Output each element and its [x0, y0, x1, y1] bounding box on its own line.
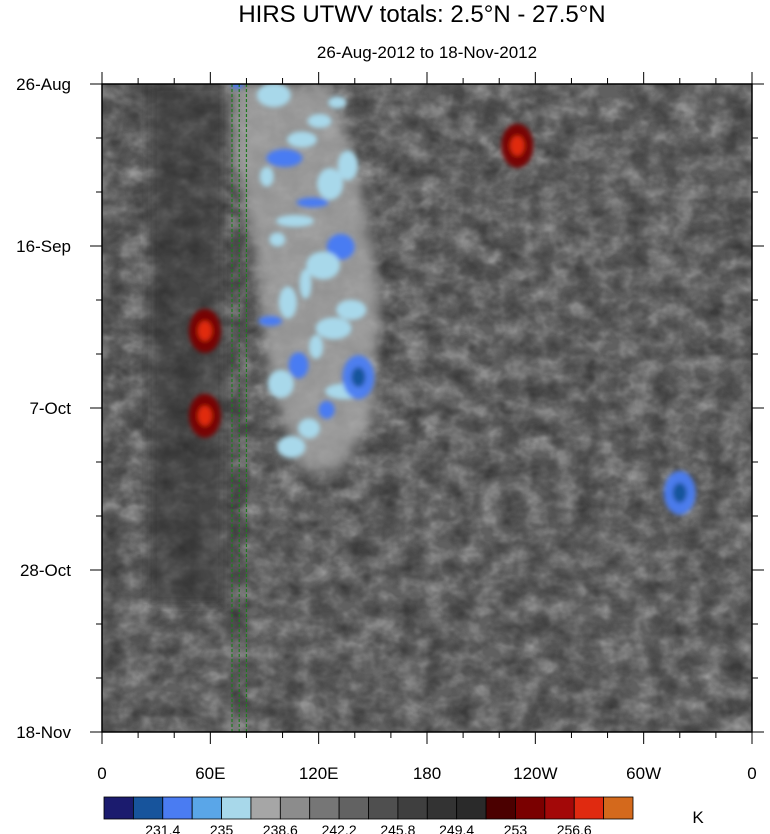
moist-region-mark — [336, 299, 367, 320]
moist-region-mark — [267, 369, 294, 398]
moist-region-mark — [288, 352, 309, 379]
moist-region-mark — [299, 268, 312, 299]
heatmap-field — [102, 84, 752, 732]
colorbar-label: 235 — [210, 822, 234, 834]
moist-region-mark — [309, 334, 324, 359]
moist-region-mark — [266, 149, 303, 168]
colorbar-label: 253 — [504, 822, 528, 834]
colorbar-label: 242.2 — [322, 822, 357, 834]
colorbar-swatch — [544, 796, 575, 820]
moist-blob-core — [672, 482, 687, 503]
colorbar-swatch — [338, 796, 369, 820]
colorbar-swatch — [603, 796, 634, 820]
colorbar-swatch — [368, 796, 399, 820]
dry-blob-core — [197, 405, 212, 426]
colorbar-label: 231.4 — [145, 822, 180, 834]
colorbar — [103, 796, 634, 820]
x-tick-label: 60W — [626, 764, 661, 783]
colorbar-swatch — [397, 796, 428, 820]
colorbar-labels: 231.4 235 238.6 242.2 245.8 249.4 253 256.6 — [145, 822, 592, 834]
chart-subtitle: 26-Aug-2012 to 18-Nov-2012 — [317, 43, 537, 62]
y-tick-label: 18-Nov — [16, 723, 71, 742]
y-axis: 26-Aug 16-Sep 7-Oct 28-Oct 18-Nov — [16, 75, 764, 742]
x-tick-label: 180 — [413, 764, 441, 783]
moist-region-mark — [298, 418, 321, 439]
moist-region-mark — [317, 167, 344, 200]
colorbar-label: 245.8 — [380, 822, 415, 834]
colorbar-swatch — [515, 796, 546, 820]
moist-region-mark — [328, 96, 347, 109]
moist-region-mark — [256, 84, 291, 108]
colorbar-swatch — [191, 796, 222, 820]
moist-region-mark — [337, 150, 358, 181]
reference-lines — [231, 84, 248, 732]
colorbar-swatch — [132, 796, 164, 820]
colorbar-swatch — [573, 796, 605, 820]
y-tick-label: 7-Oct — [29, 399, 71, 418]
colorbar-swatch — [250, 796, 281, 820]
moist-region-mark — [286, 131, 317, 148]
colorbar-swatch — [426, 796, 458, 820]
colorbar-label: 238.6 — [263, 822, 298, 834]
colorbar-swatch — [309, 796, 340, 820]
dry-blob-core — [197, 320, 212, 341]
y-tick-label: 26-Aug — [16, 75, 71, 94]
moist-region-mark — [259, 166, 274, 187]
colorbar-swatch — [221, 796, 252, 820]
moist-region-mark — [296, 197, 329, 208]
colorbar-swatch — [162, 796, 193, 820]
moist-region-mark — [269, 232, 286, 247]
y-tick-label: 28-Oct — [20, 561, 71, 580]
colorbar-swatch — [279, 796, 311, 820]
x-tick-label: 0 — [747, 764, 756, 783]
colorbar-units: K — [692, 808, 704, 827]
moist-blob-core — [351, 367, 366, 388]
x-axis: 0 60E 120E 180 120W 60W 0 — [97, 72, 757, 783]
moist-region-mark — [307, 114, 332, 129]
moist-region-mark — [277, 435, 306, 458]
moist-region-mark — [315, 317, 352, 340]
x-tick-label: 120W — [513, 764, 557, 783]
moist-region-mark — [326, 233, 355, 260]
colorbar-swatch — [456, 796, 487, 820]
colorbar-label: 249.4 — [439, 822, 474, 834]
colorbar-label: 256.6 — [557, 822, 592, 834]
moist-region-mark — [306, 251, 341, 280]
moist-region-mark — [275, 215, 314, 228]
colorbar-swatch — [485, 796, 516, 820]
y-tick-label: 16-Sep — [16, 237, 71, 256]
x-tick-label: 120E — [299, 764, 339, 783]
chart-title: HIRS UTWV totals: 2.5°N - 27.5°N — [238, 1, 605, 28]
x-tick-label: 60E — [195, 764, 225, 783]
dry-blob-core — [510, 135, 525, 156]
moist-region-mark — [231, 84, 244, 89]
moist-region-mark — [318, 400, 335, 419]
moist-region-mark — [278, 286, 297, 319]
colorbar-swatch — [103, 796, 134, 820]
x-tick-label: 0 — [97, 764, 106, 783]
moist-region-mark — [258, 315, 283, 326]
